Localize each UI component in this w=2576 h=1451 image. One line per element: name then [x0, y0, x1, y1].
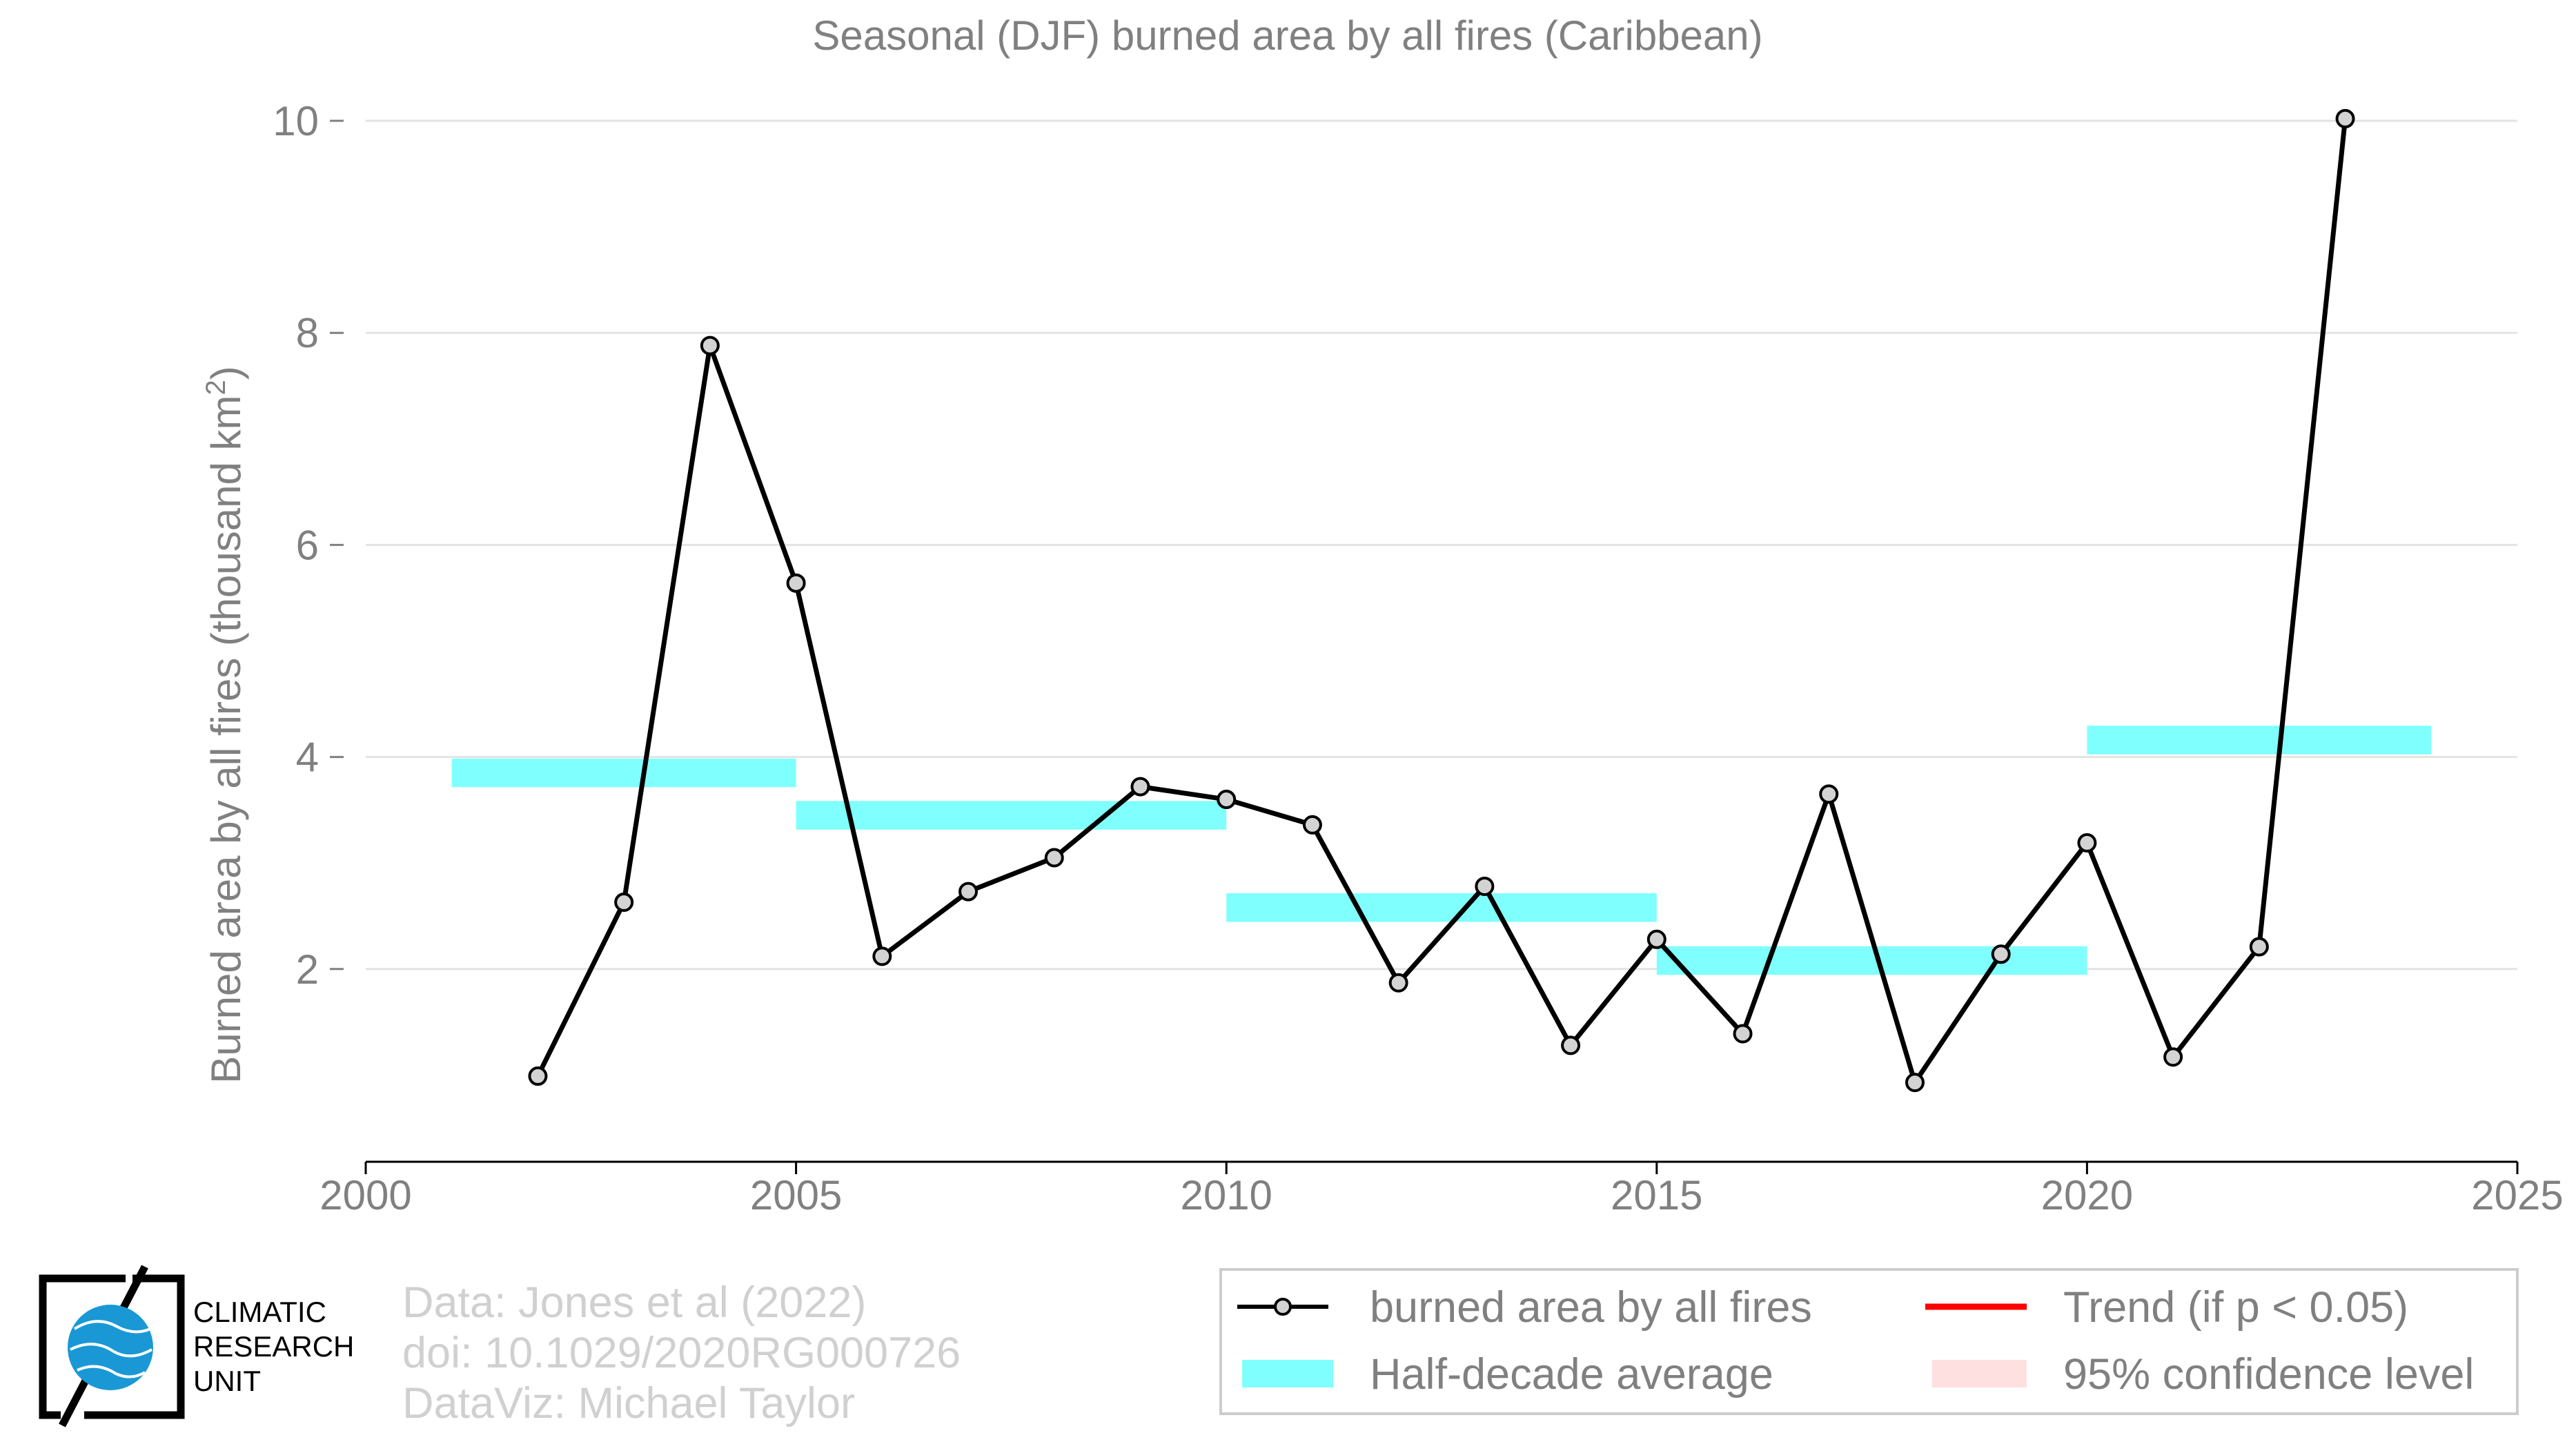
y-tick-label-6: 6: [296, 522, 319, 568]
data-point-2002: [528, 1066, 548, 1086]
x-tick-label-2000: 2000: [319, 1172, 411, 1218]
data-point-2022: [2249, 937, 2269, 957]
legend-box: [1219, 1268, 2519, 1415]
legend-label-half-decade: Half-decade average: [1370, 1350, 1773, 1399]
data-point-2008: [1044, 848, 1064, 868]
x-tick-label-2020: 2020: [2041, 1172, 2133, 1218]
half-decade-bar-3: [1656, 946, 2087, 975]
x-tick-label-2025: 2025: [2471, 1172, 2563, 1218]
data-point-2023: [2335, 108, 2355, 128]
y-tick-labels: 2 4 6 8 10: [273, 98, 344, 993]
data-point-2013: [1475, 876, 1495, 896]
logo-bracket-left: [39, 1274, 126, 1419]
y-tick-label-10: 10: [273, 98, 319, 144]
globe-contour-3: [77, 1365, 146, 1379]
credit-data: Data: Jones et al (2022): [402, 1278, 866, 1327]
data-point-2003: [614, 893, 634, 913]
data-point-2010: [1217, 790, 1237, 810]
data-point-2005: [786, 573, 806, 593]
legend-marker-series: [1274, 1298, 1292, 1316]
gridlines: [366, 119, 2517, 971]
half-decade-bar-1: [796, 801, 1227, 830]
data-point-2006: [872, 946, 892, 966]
y-tick-label-2: 2: [296, 946, 319, 993]
chart-title: Seasonal (DJF) burned area by all fires …: [812, 12, 1762, 59]
cru-logo: CLIMATIC RESEARCH UNIT: [39, 1265, 354, 1428]
data-point-2017: [1819, 784, 1839, 804]
x-tick-label-2015: 2015: [1611, 1172, 1702, 1218]
legend-label-series: burned area by all fires: [1370, 1283, 1812, 1332]
x-tick-label-2005: 2005: [750, 1172, 842, 1218]
x-tick-labels: 2000 2005 2010 2015 2020 2025: [319, 1162, 2564, 1218]
x-tick-label-2010: 2010: [1180, 1172, 1272, 1218]
globe-icon: [68, 1305, 153, 1390]
credit-dataviz: DataViz: Michael Taylor: [402, 1379, 855, 1428]
data-point-2015: [1646, 929, 1666, 949]
half-decade-bar-4: [2087, 726, 2432, 754]
data-point-2018: [1905, 1073, 1925, 1093]
y-axis-label: Burned area by all fires (thousand km2): [201, 366, 249, 1083]
data-point-2009: [1130, 777, 1150, 797]
data-point-2004: [700, 335, 720, 356]
legend-swatch-confidence: [1932, 1360, 2027, 1387]
logo-text-climatic: CLIMATIC: [193, 1296, 326, 1328]
data-point-2019: [1991, 944, 2011, 964]
data-point-2016: [1733, 1024, 1753, 1044]
data-point-2011: [1302, 815, 1322, 835]
data-point-2020: [2077, 833, 2097, 853]
y-tick-label-4: 4: [296, 734, 319, 781]
y-tick-label-8: 8: [296, 310, 319, 356]
legend-swatch-half-decade: [1242, 1360, 1333, 1387]
legend-label-confidence: 95% confidence level: [2063, 1350, 2474, 1399]
data-point-2021: [2163, 1047, 2183, 1067]
legend: burned area by all fires Trend (if p < 0…: [1219, 1268, 2519, 1415]
legend-label-trend: Trend (if p < 0.05): [2063, 1283, 2408, 1332]
half-decade-bar-2: [1226, 893, 1657, 922]
series-burned-area: [528, 108, 2355, 1093]
half-decade-bands: [451, 726, 2432, 975]
credit-doi: doi: 10.1029/2020RG000726: [402, 1329, 961, 1377]
series-line: [535, 118, 2348, 1085]
logo-text-unit: UNIT: [193, 1365, 261, 1397]
logo-bracket-right: [84, 1274, 185, 1419]
logo-text-research: RESEARCH: [193, 1330, 354, 1363]
globe-contour-1: [73, 1320, 151, 1334]
data-point-2014: [1561, 1035, 1581, 1055]
data-point-2007: [958, 882, 979, 902]
globe-contour-2: [70, 1343, 153, 1358]
data-point-2012: [1388, 973, 1408, 993]
half-decade-bar-0: [451, 758, 796, 788]
